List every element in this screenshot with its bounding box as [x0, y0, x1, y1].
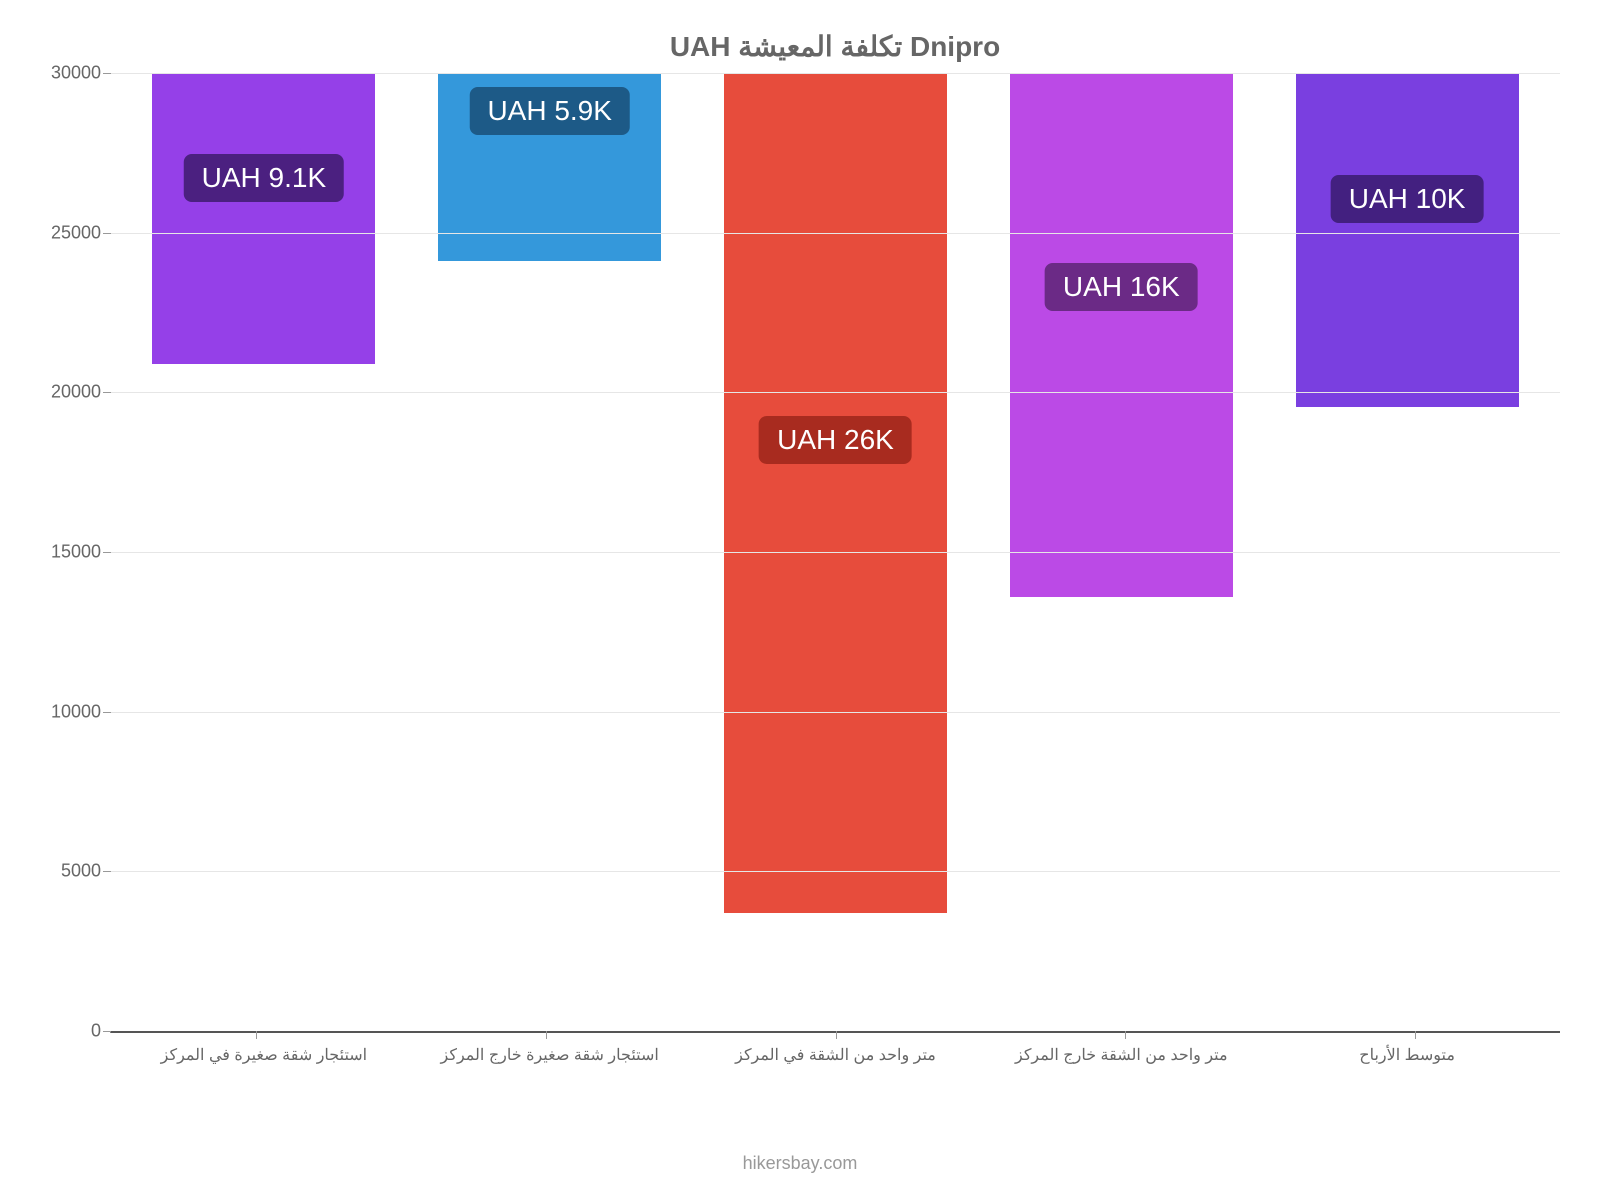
plot-area: UAH 9.1KUAH 5.9KUAH 26KUAH 16KUAH 10K اس… — [110, 73, 1560, 1033]
x-tick-mark — [1415, 1031, 1416, 1039]
chart-footer: hikersbay.com — [0, 1153, 1600, 1174]
y-tick-label: 15000 — [31, 542, 101, 563]
y-tick-mark — [103, 1031, 111, 1032]
y-tick-label: 10000 — [31, 701, 101, 722]
bar: UAH 10K — [1296, 73, 1519, 407]
grid-line — [111, 712, 1560, 713]
x-tick-mark — [256, 1031, 257, 1039]
chart-container: Dnipro تكلفة المعيشة UAH UAH 9.1K UAH 5.9… — [0, 0, 1600, 1200]
x-axis-labels: استئجار شقة صغيرة في المركزاستئجار شقة ص… — [111, 1031, 1560, 1065]
y-tick-mark — [103, 233, 111, 234]
x-tick-mark — [546, 1031, 547, 1039]
grid-line — [111, 871, 1560, 872]
y-tick-mark — [103, 73, 111, 74]
x-tick-mark — [836, 1031, 837, 1039]
x-axis-label: استئجار شقة صغيرة خارج المركز — [407, 1031, 693, 1065]
grid-line — [111, 392, 1560, 393]
y-tick-label: 5000 — [31, 861, 101, 882]
x-tick-mark — [1125, 1031, 1126, 1039]
bar: UAH 9.1K — [152, 73, 375, 364]
y-tick-label: 25000 — [31, 222, 101, 243]
value-badge: UAH 26K — [759, 416, 912, 464]
y-tick-mark — [103, 392, 111, 393]
value-badge: UAH 5.9K — [469, 87, 630, 135]
bar: UAH 26K — [724, 73, 947, 913]
y-tick-label: 30000 — [31, 63, 101, 84]
bar: UAH 16K — [1010, 73, 1233, 597]
x-axis-label: استئجار شقة صغيرة في المركز — [121, 1031, 407, 1065]
y-tick-label: 20000 — [31, 382, 101, 403]
x-axis-label: متر واحد من الشقة خارج المركز — [978, 1031, 1264, 1065]
chart-title: Dnipro تكلفة المعيشة UAH — [110, 30, 1560, 63]
y-tick-label: 0 — [31, 1021, 101, 1042]
y-tick-mark — [103, 552, 111, 553]
grid-line — [111, 233, 1560, 234]
y-tick-mark — [103, 871, 111, 872]
value-badge: UAH 10K — [1331, 175, 1484, 223]
value-badge: UAH 16K — [1045, 263, 1198, 311]
grid-line — [111, 73, 1560, 74]
y-tick-mark — [103, 712, 111, 713]
x-axis-label: متوسط الأرباح — [1264, 1031, 1550, 1065]
value-badge: UAH 9.1K — [184, 154, 345, 202]
grid-line — [111, 552, 1560, 553]
